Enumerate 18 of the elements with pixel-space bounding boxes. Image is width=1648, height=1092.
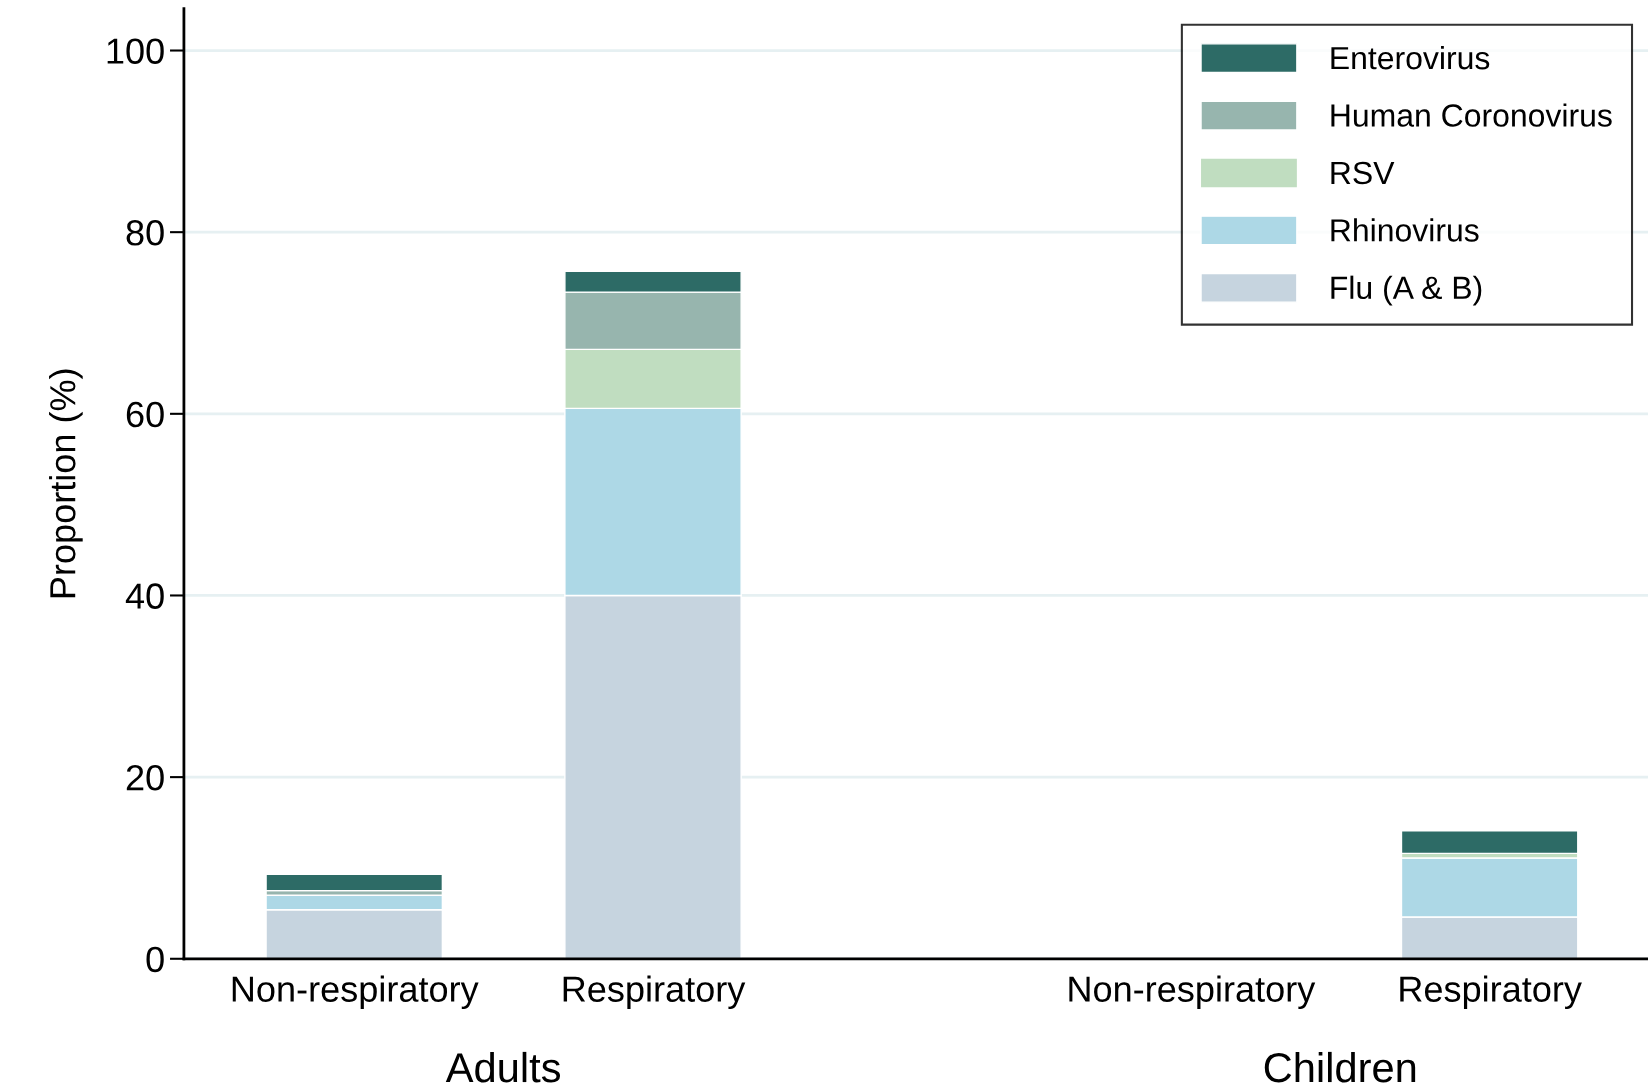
x-tick-label: Non-respiratory (232, 975, 479, 1010)
x-tick-label: Respiratory (563, 975, 746, 1010)
legend-label: Human Coronovirus (1331, 103, 1612, 127)
text: Adults (445, 1051, 561, 1083)
legend-label: Rhinovirus (1331, 218, 1479, 242)
legend-label: Enterovirus (1331, 45, 1490, 70)
y-axis-title: Proportion (%) (49, 369, 83, 598)
y-tick-label: 80 (126, 220, 164, 246)
y-tick-label: 20 (126, 764, 164, 791)
y-tick-label: 60 (126, 401, 164, 428)
y-tick-label: 100 (107, 38, 164, 64)
text: Children (1264, 1051, 1416, 1083)
y-tick-label: 40 (125, 583, 164, 609)
legend-label: Flu (A & B) (1331, 275, 1482, 306)
legend-label: RSV (1331, 161, 1395, 185)
x-tick-label: Non-respiratory (1069, 975, 1316, 1010)
x-tick-label: Respiratory (1400, 975, 1582, 1010)
y-tick-label: 0 (146, 946, 164, 973)
